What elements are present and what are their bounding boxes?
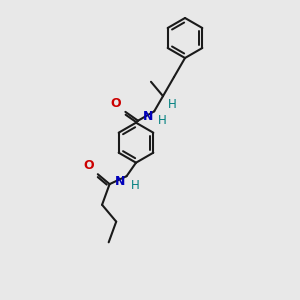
Text: O: O bbox=[111, 97, 122, 110]
Text: O: O bbox=[83, 159, 94, 172]
Text: H: H bbox=[168, 98, 177, 111]
Text: N: N bbox=[143, 110, 153, 123]
Text: N: N bbox=[115, 175, 125, 188]
Text: H: H bbox=[158, 114, 167, 127]
Text: H: H bbox=[130, 179, 139, 192]
